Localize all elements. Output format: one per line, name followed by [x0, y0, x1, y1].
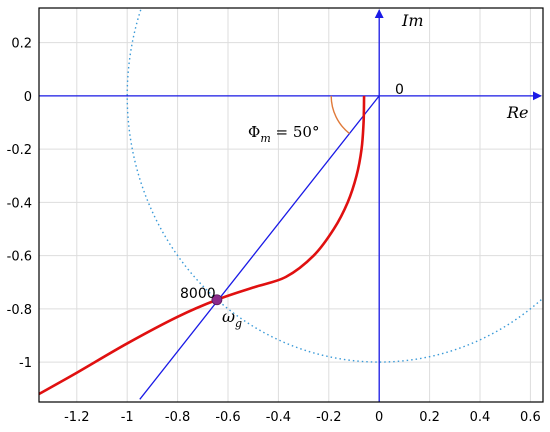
x-tick-label: 0 [375, 410, 383, 425]
x-tick-label: -1.2 [64, 410, 89, 425]
x-tick-label: 0.4 [470, 410, 491, 425]
real-axis-label: Re [506, 103, 529, 122]
tick-labels: -1.2 -1 -0.8 -0.6 -0.4 -0.2 0 0.2 0.4 0.6 0.2 0 -0.2… [7, 37, 541, 425]
omega-symbol: ω [222, 307, 235, 326]
y-tick-label: -0.6 [7, 250, 32, 265]
omega-subscript: g [235, 317, 242, 330]
y-tick-label: -0.2 [7, 143, 32, 158]
x-tick-label: 0.6 [520, 410, 541, 425]
series-layer [39, 95, 380, 400]
y-tick-label: 0.2 [11, 37, 32, 52]
axes-layer [39, 9, 542, 402]
nyquist-curve [39, 95, 366, 396]
annotation-labels: Im Re 0 8000 ωg Φm = 50° [180, 11, 529, 330]
y-tick-label: -1 [19, 356, 32, 371]
phase-margin-arc [330, 95, 350, 135]
plot-frame [38, 7, 544, 403]
imag-axis-label: Im [401, 11, 424, 30]
x-tick-label: -0.2 [316, 410, 341, 425]
y-tick-label: -0.8 [7, 303, 32, 318]
x-tick-label: -0.6 [215, 410, 240, 425]
origin-label: 0 [395, 82, 404, 98]
phase-margin-label: Φm = 50° [248, 123, 319, 145]
phi-subscript: m [260, 132, 270, 145]
phase-margin-line [139, 95, 380, 400]
phase-margin-value: = 50° [271, 123, 320, 141]
crossing-point-marker [211, 294, 223, 306]
y-tick-label: -0.4 [7, 196, 32, 211]
x-tick-label: -1 [121, 410, 134, 425]
plot-background [39, 8, 543, 402]
x-tick-label: -0.4 [266, 410, 291, 425]
crossing-point-label: 8000 [180, 286, 216, 302]
y-tick-label: 0 [24, 90, 32, 105]
x-tick-label: 0.2 [419, 410, 440, 425]
x-tick-label: -0.8 [165, 410, 190, 425]
crossover-frequency-label: ωg [222, 307, 242, 330]
phi-symbol: Φ [248, 123, 260, 141]
phase-margin-arc-layer [330, 95, 350, 135]
